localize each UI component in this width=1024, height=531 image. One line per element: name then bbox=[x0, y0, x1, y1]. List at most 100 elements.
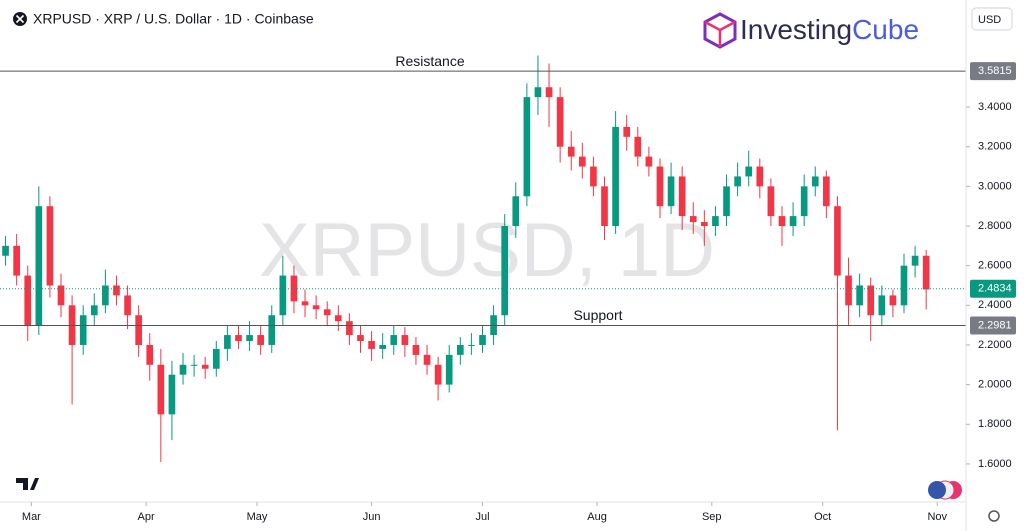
x-tick-label: Sep bbox=[702, 511, 722, 523]
candle-body bbox=[889, 295, 897, 306]
candle-body bbox=[190, 364, 198, 366]
candle-body bbox=[368, 340, 375, 349]
y-tick-label: 1.6000 bbox=[978, 458, 1012, 470]
candle-body bbox=[224, 335, 231, 349]
candle-body bbox=[834, 206, 841, 276]
candle-body bbox=[689, 216, 697, 223]
x-tick-label: Nov bbox=[927, 511, 947, 523]
price-tag bbox=[970, 316, 1016, 335]
candle-body bbox=[556, 97, 564, 147]
candle-body bbox=[401, 335, 409, 345]
candle-body bbox=[579, 156, 586, 167]
price-tag bbox=[970, 62, 1016, 81]
y-tick-label: 2.6000 bbox=[978, 260, 1012, 272]
candle-body bbox=[13, 245, 20, 276]
candle-body bbox=[800, 186, 808, 217]
candle-body bbox=[290, 275, 298, 302]
settings-button[interactable] bbox=[988, 510, 1000, 522]
candle-body bbox=[179, 364, 187, 375]
candle-body bbox=[701, 222, 708, 227]
watermark: XRPUSD, 1D bbox=[259, 208, 715, 293]
candle-body bbox=[146, 344, 154, 365]
candle-body bbox=[346, 321, 353, 336]
plot bbox=[0, 55, 966, 462]
candle-body bbox=[867, 285, 875, 316]
candle-body bbox=[645, 156, 653, 167]
candle-body bbox=[157, 364, 165, 415]
candle-body bbox=[756, 166, 764, 187]
currency-button[interactable] bbox=[971, 7, 1013, 31]
candle-body bbox=[135, 315, 142, 345]
candle-body bbox=[712, 216, 719, 227]
candle-body bbox=[246, 335, 253, 341]
y-tick-label: 2.8000 bbox=[978, 220, 1012, 232]
candle-body bbox=[623, 126, 631, 137]
candle-body bbox=[79, 315, 87, 345]
candle-body bbox=[46, 206, 54, 286]
chart-title: XRPUSD · XRP / U.S. Dollar · 1D · Coinba… bbox=[33, 11, 314, 27]
candle-body bbox=[667, 176, 675, 207]
candle-body bbox=[201, 364, 209, 369]
candle-body bbox=[845, 275, 852, 306]
candle-body bbox=[778, 216, 786, 227]
symbol-icon-mark bbox=[15, 14, 25, 24]
x-tick-label: May bbox=[247, 511, 268, 523]
candle-body bbox=[456, 344, 464, 355]
candle-body bbox=[113, 285, 120, 296]
candle-body bbox=[57, 285, 65, 306]
candle-body bbox=[423, 354, 431, 365]
candle-body bbox=[734, 176, 741, 187]
candle-body bbox=[257, 335, 264, 345]
level-annotation: Resistance bbox=[395, 53, 464, 69]
candle-body bbox=[323, 309, 331, 316]
candle-body bbox=[279, 275, 287, 316]
candle-body bbox=[745, 166, 753, 177]
candle-body bbox=[268, 315, 276, 345]
candle-body bbox=[878, 295, 886, 316]
candle-body bbox=[434, 364, 442, 385]
x-tick-label: Apr bbox=[138, 511, 155, 523]
candle-body bbox=[823, 176, 830, 207]
candle-body bbox=[767, 186, 775, 217]
x-tick-label: Jun bbox=[363, 511, 381, 523]
currency-label[interactable]: USD bbox=[978, 14, 1001, 26]
tv-logo bbox=[16, 478, 39, 490]
candle-body bbox=[900, 265, 908, 306]
candle-body bbox=[212, 348, 220, 369]
candle-body bbox=[911, 255, 919, 266]
price-tag-label: 3.5815 bbox=[978, 65, 1012, 77]
candle-body bbox=[678, 176, 686, 217]
flags-icon bbox=[928, 480, 962, 500]
candle-body bbox=[235, 335, 242, 341]
candle-body bbox=[168, 374, 176, 415]
candle-body bbox=[412, 344, 420, 355]
logo: InvestingCube bbox=[703, 12, 919, 49]
logo-cube-inner bbox=[704, 20, 736, 47]
candle-body bbox=[534, 87, 542, 98]
x-tick-label: Jul bbox=[475, 511, 489, 523]
candle-body bbox=[2, 245, 9, 256]
candle-body bbox=[479, 335, 486, 345]
candle-body bbox=[811, 176, 819, 187]
candle-body bbox=[390, 335, 398, 345]
candle-body bbox=[512, 196, 520, 227]
candle-body bbox=[789, 216, 797, 227]
candle-body bbox=[301, 301, 309, 306]
y-tick-label: 2.4000 bbox=[978, 299, 1012, 311]
candle-body bbox=[124, 295, 131, 316]
x-tick-label: Oct bbox=[814, 511, 831, 523]
logo-accent-text: Cube bbox=[852, 14, 919, 45]
candle-body bbox=[601, 186, 608, 227]
last-price-tag bbox=[970, 279, 1016, 298]
candle-body bbox=[567, 146, 575, 157]
candle-body bbox=[723, 186, 730, 217]
candle-body bbox=[656, 166, 664, 207]
candle-body bbox=[590, 166, 597, 187]
y-tick-label: 3.2000 bbox=[978, 141, 1012, 153]
candle-body bbox=[379, 344, 386, 349]
candle-body bbox=[922, 255, 930, 290]
x-tick-label: Mar bbox=[22, 511, 41, 523]
candle-body bbox=[634, 136, 642, 157]
